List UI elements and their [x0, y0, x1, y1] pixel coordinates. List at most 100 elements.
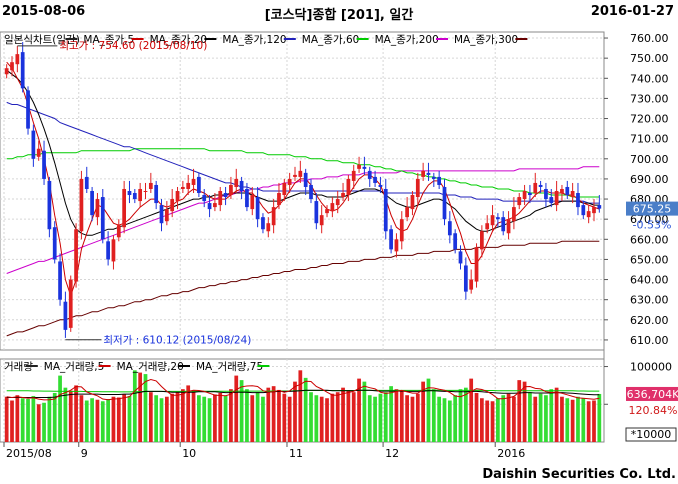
start-date: 2015-08-06 [2, 4, 86, 19]
volume-bar [554, 387, 559, 442]
candle-body [10, 62, 14, 71]
price-tick-label: 760.00 [630, 32, 669, 45]
volume-bar [95, 399, 100, 442]
candle-body [202, 195, 207, 202]
ma-line-ma20 [6, 69, 600, 236]
volume-bar [90, 398, 94, 442]
ma-line-ma120 [6, 101, 600, 204]
volume-legend-label: MA_거래량,75 [196, 361, 263, 373]
volume-bar [15, 395, 20, 442]
candle-body [293, 174, 297, 177]
candle-body [544, 188, 548, 200]
date-tick-label: 10 [182, 447, 196, 460]
volume-bar [517, 380, 522, 442]
volume-bar [538, 393, 543, 442]
volume-bar [4, 396, 9, 442]
candle-body [490, 215, 495, 226]
candle-body [426, 172, 431, 175]
price-tick-label: 660.00 [630, 233, 669, 246]
unit-box [625, 427, 677, 442]
candle-body [271, 207, 276, 226]
volume-bar [84, 400, 89, 442]
candle-body [335, 199, 340, 206]
candle-body [469, 279, 474, 290]
candle-body [207, 203, 212, 210]
candle-body [255, 197, 260, 220]
volume-bar [405, 395, 409, 442]
candle-body [501, 217, 506, 232]
volume-bar [116, 397, 121, 442]
last-volume-tag [626, 386, 678, 401]
volume-bar [341, 387, 345, 442]
price-change-label: -0.53% [633, 219, 672, 232]
volume-bar [560, 396, 564, 442]
candle-body [282, 182, 287, 196]
price-tick-label: 700.00 [630, 153, 669, 166]
candle-body [175, 191, 180, 202]
candle-body [346, 178, 351, 196]
volume-bar [458, 389, 463, 442]
price-tick-label: 650.00 [630, 253, 669, 266]
price-tick-label: 740.00 [630, 72, 669, 85]
candle-body [538, 184, 543, 187]
volume-bar [378, 393, 383, 442]
volume-bar [223, 395, 228, 442]
price-tick-label: 640.00 [630, 274, 669, 287]
candle-body [197, 176, 201, 194]
volume-bar [175, 392, 180, 442]
candle-body [111, 239, 116, 262]
candle-body [154, 184, 159, 204]
volume-bar [58, 375, 62, 442]
candle-body [533, 182, 538, 194]
candle-body [250, 195, 255, 210]
volume-bar [132, 370, 137, 442]
candle-body [127, 191, 132, 196]
volume-bar [309, 392, 313, 442]
candle-body [421, 170, 426, 177]
candle-body [485, 223, 490, 230]
volume-bar [549, 389, 554, 442]
volume-bar [148, 392, 153, 442]
candle-body [458, 251, 463, 264]
candle-body [325, 209, 329, 214]
volume-bar [463, 387, 468, 442]
volume-bar [31, 395, 36, 442]
volume-bar [207, 398, 212, 442]
footer-company: Daishin Securities Co. Ltd. [482, 467, 676, 482]
candle-body [586, 211, 591, 218]
volume-bar [293, 381, 297, 442]
volume-bar [319, 396, 324, 442]
volume-bar [533, 396, 538, 442]
candle-body [442, 186, 447, 220]
candle-body [597, 205, 602, 209]
volume-bar [154, 395, 159, 442]
volume-bar [362, 381, 367, 442]
candle-body [42, 150, 46, 179]
price-grid [0, 32, 604, 350]
candle-body [576, 193, 580, 208]
end-date: 2016-01-27 [590, 4, 674, 19]
volume-bar [586, 401, 591, 442]
volume-bar [576, 396, 580, 442]
candle-body [31, 130, 36, 159]
candle-body [26, 90, 30, 129]
volume-bar [298, 370, 303, 442]
date-tick-label: 2015/08 [6, 447, 52, 460]
candle-body [218, 191, 223, 206]
candle-body [79, 178, 84, 232]
volume-bar [335, 392, 340, 442]
candle-body [95, 199, 100, 218]
volume-bar [47, 396, 52, 442]
volume-bar [314, 395, 319, 442]
volume-bar [447, 400, 452, 442]
candle-body [159, 205, 164, 224]
volume-bar [10, 400, 14, 442]
volume-bar [68, 390, 73, 442]
candle-body [362, 166, 367, 169]
candle-body [4, 68, 9, 75]
volume-bar [410, 396, 415, 442]
volume-bar [63, 387, 68, 442]
candle-body [170, 199, 175, 212]
candle-body [100, 197, 105, 240]
low-annotation: 최저가 : 610.12 (2015/08/24) [103, 335, 251, 347]
